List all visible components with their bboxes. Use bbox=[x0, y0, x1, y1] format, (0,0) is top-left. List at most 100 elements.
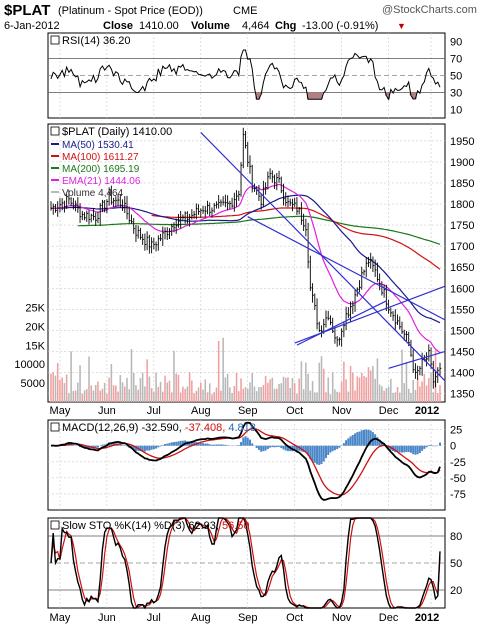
volume-bar bbox=[177, 374, 180, 402]
macd-histogram-bar bbox=[242, 437, 245, 446]
rsi-oversold-fill bbox=[306, 92, 310, 100]
price-tick-label: 1500 bbox=[450, 325, 474, 337]
volume-bar bbox=[191, 380, 193, 402]
volume-bar bbox=[170, 392, 173, 402]
axis-layer: May Jun Jul Aug Sep Oct Nov Dec 2012 May Jun Jul Aug… bbox=[14, 37, 474, 625]
macd-histogram-bar bbox=[262, 445, 265, 452]
legend-label: Volume 4,464 bbox=[62, 188, 124, 199]
volume-tick-label: 10000 bbox=[14, 359, 45, 371]
macd-histogram-bar bbox=[409, 445, 412, 453]
volume-bar bbox=[291, 378, 294, 402]
macd-title-signal: -37.408, bbox=[185, 422, 225, 434]
volume-bar bbox=[208, 383, 211, 402]
macd-histogram-bar bbox=[407, 445, 410, 452]
volume-bar bbox=[121, 382, 124, 402]
macd-histogram-bar bbox=[226, 445, 229, 446]
price-tick-label: 1700 bbox=[450, 241, 474, 253]
macd-histogram-bar bbox=[333, 445, 336, 451]
rsi-oversold-fill bbox=[315, 92, 319, 100]
watermark: @StockCharts.com bbox=[382, 4, 477, 16]
volume-bar bbox=[200, 382, 202, 402]
volume-bar bbox=[215, 387, 218, 402]
volume-bar bbox=[231, 393, 233, 402]
volume-bar bbox=[108, 377, 110, 402]
macd-histogram-bar bbox=[94, 445, 97, 448]
month-tick-label: Sep bbox=[238, 612, 258, 624]
volume-bar bbox=[213, 392, 215, 402]
macd-histogram-bar bbox=[224, 444, 227, 446]
volume-bar bbox=[202, 389, 204, 402]
volume-bar bbox=[347, 391, 350, 402]
volume-bar bbox=[182, 386, 184, 402]
month-tick-label: Oct bbox=[286, 405, 303, 417]
volume-bar bbox=[345, 379, 347, 402]
trendline bbox=[200, 132, 446, 382]
ma200-line bbox=[77, 215, 441, 245]
macd-histogram-bar bbox=[150, 445, 153, 450]
macd-histogram-bar bbox=[345, 440, 348, 446]
price-tick-label: 1750 bbox=[450, 220, 474, 232]
volume-bar bbox=[211, 394, 213, 402]
macd-histogram-bar bbox=[219, 444, 222, 446]
volume-bar bbox=[327, 377, 329, 402]
volume-bar bbox=[244, 387, 247, 402]
rsi-oversold-fill bbox=[257, 92, 261, 100]
volume-bar bbox=[403, 383, 406, 402]
volume-bar bbox=[309, 390, 312, 402]
macd-histogram-bar bbox=[421, 445, 424, 451]
month-tick-label: 2012 bbox=[415, 405, 439, 417]
volume-bar bbox=[430, 372, 432, 402]
price-title: $PLAT (Daily) 1410.00 bbox=[50, 126, 172, 138]
volume-bar bbox=[267, 382, 269, 402]
volume-bar bbox=[365, 377, 368, 402]
volume-bar bbox=[193, 393, 195, 402]
symbol-title: $PLAT bbox=[4, 2, 50, 19]
volume-bar bbox=[354, 390, 356, 402]
rsi-title-text: RSI(14) 36.20 bbox=[62, 35, 130, 47]
volume-bar bbox=[300, 361, 303, 402]
volume-bar bbox=[50, 373, 52, 402]
macd-histogram-bar bbox=[244, 436, 247, 446]
macd-tick-label: 0 bbox=[450, 441, 456, 453]
sto-k-line bbox=[50, 517, 441, 610]
volume-bar bbox=[106, 393, 108, 402]
volume-bar bbox=[428, 378, 430, 402]
volume-bar bbox=[349, 365, 352, 402]
price-tick-label: 1650 bbox=[450, 262, 474, 274]
price-tick-label: 1450 bbox=[450, 346, 474, 358]
macd-histogram-bar bbox=[304, 445, 307, 453]
macd-histogram-bar bbox=[208, 444, 211, 446]
volume-tick-label: 5000 bbox=[21, 378, 45, 390]
macd-histogram-bar bbox=[318, 445, 321, 465]
volume-bar bbox=[414, 390, 417, 402]
volume-bar bbox=[287, 377, 289, 402]
month-tick-label: Jul bbox=[147, 405, 161, 417]
macd-histogram-bar bbox=[309, 445, 312, 460]
macd-histogram-bar bbox=[354, 433, 357, 446]
volume-bar bbox=[276, 388, 278, 402]
macd-tick-label: 25 bbox=[450, 425, 462, 437]
macd-histogram-bar bbox=[396, 445, 399, 453]
volume-bar bbox=[320, 356, 323, 402]
macd-histogram-bar bbox=[188, 441, 191, 446]
macd-signal-line bbox=[51, 427, 441, 496]
volume-bar bbox=[363, 375, 365, 402]
macd-histogram-bar bbox=[134, 445, 137, 451]
volume-bar bbox=[273, 388, 276, 402]
price-panel-frame bbox=[47, 123, 446, 403]
volume-bar bbox=[352, 372, 354, 402]
volume-bar bbox=[293, 383, 296, 402]
macd-histogram-bar bbox=[365, 429, 368, 446]
volume-bar bbox=[224, 377, 227, 402]
rsi-oversold-fill bbox=[414, 92, 417, 99]
macd-tick-label: -75 bbox=[450, 489, 466, 501]
trendline bbox=[247, 216, 446, 321]
volume-bar bbox=[394, 392, 397, 402]
volume-bar bbox=[186, 386, 189, 402]
month-tick-label: Aug bbox=[191, 405, 211, 417]
volume-tick-label: 25K bbox=[25, 303, 45, 315]
price-tick-label: 1550 bbox=[450, 304, 474, 316]
month-tick-label: Jun bbox=[98, 612, 116, 624]
volume-bar bbox=[153, 391, 155, 402]
